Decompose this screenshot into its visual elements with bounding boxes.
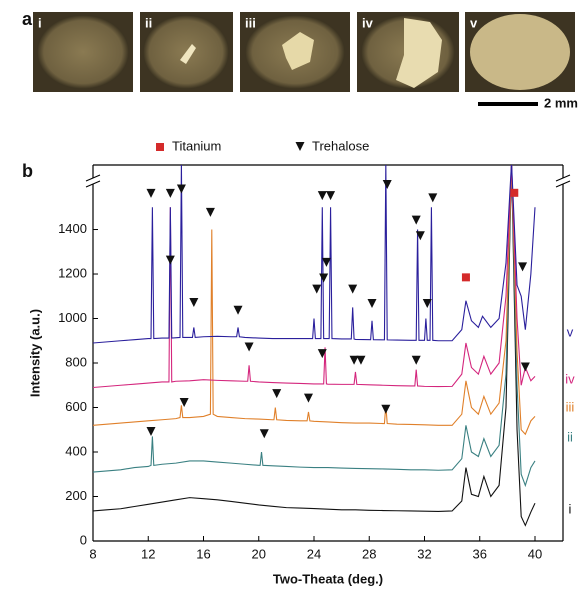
- trehalose-marker: [382, 180, 392, 190]
- trehalose-marker: [317, 191, 327, 201]
- trehalose-marker: [411, 355, 421, 365]
- trehalose-marker: [165, 188, 175, 198]
- y-tick-label: 1200: [58, 265, 87, 280]
- photo-label: v: [470, 15, 478, 30]
- x-tick-label: 36: [473, 546, 487, 561]
- trehalose-marker: [179, 398, 189, 408]
- x-tick-label: 28: [362, 546, 376, 561]
- legend-label: Titanium: [172, 138, 221, 153]
- legend-swatch: [295, 142, 305, 151]
- axis-break-gap: [557, 178, 569, 184]
- trehalose-marker: [428, 193, 438, 203]
- series-line: [93, 165, 536, 436]
- x-tick-label: 20: [252, 546, 266, 561]
- series-label: v: [567, 324, 574, 339]
- trehalose-marker: [272, 389, 282, 399]
- axis-break-gap: [87, 178, 99, 184]
- trehalose-marker: [326, 191, 336, 201]
- photos: i ii iii iv v: [33, 12, 575, 92]
- trehalose-marker: [367, 299, 377, 309]
- series-label: iii: [566, 399, 575, 414]
- series-line: [93, 165, 536, 488]
- scale-bar-label: 2 mm: [544, 95, 578, 110]
- trehalose-marker: [321, 257, 331, 267]
- trehalose-marker: [381, 404, 391, 414]
- x-tick-label: 16: [196, 546, 210, 561]
- photo-disc: [37, 15, 129, 89]
- y-tick-label: 0: [80, 532, 87, 547]
- crystal: [396, 18, 442, 88]
- y-tick-label: 1400: [58, 221, 87, 236]
- series-label: iv: [565, 371, 575, 386]
- titanium-marker: [461, 273, 470, 282]
- x-tick-label: 12: [141, 546, 155, 561]
- y-tick-label: 400: [65, 443, 87, 458]
- trehalose-marker: [312, 284, 322, 294]
- x-tick-label: 32: [417, 546, 431, 561]
- y-axis-label: Intensity (a.u.): [27, 309, 42, 397]
- x-axis-label: Two-Theata (deg.): [273, 571, 383, 586]
- trehalose-marker: [303, 393, 313, 403]
- trehalose-marker: [319, 273, 329, 283]
- x-tick-label: 40: [528, 546, 542, 561]
- trehalose-marker: [233, 305, 243, 315]
- trehalose-marker: [518, 262, 528, 272]
- axis-break: [555, 174, 571, 182]
- crystal: [282, 32, 314, 70]
- photo-label: i: [38, 15, 42, 30]
- trehalose-marker: [317, 349, 327, 359]
- trehalose-marker: [259, 429, 269, 439]
- axis-break: [85, 180, 101, 188]
- x-tick-label: 24: [307, 546, 321, 561]
- panel-label: a: [22, 9, 33, 29]
- trehalose-marker: [411, 215, 421, 225]
- trehalose-marker: [205, 207, 215, 217]
- trehalose-marker: [146, 426, 156, 436]
- chart: 8 12 16 20 24 28 32 36 4002004006008001000120014…: [27, 138, 575, 586]
- series-label: ii: [567, 429, 573, 444]
- y-tick-label: 1000: [58, 310, 87, 325]
- series-label: i: [569, 501, 572, 516]
- trehalose-marker: [422, 299, 432, 309]
- series-line: [93, 165, 536, 344]
- y-tick-label: 200: [65, 488, 87, 503]
- axis-break: [85, 174, 101, 182]
- series-line: [93, 165, 536, 389]
- panel-label: b: [22, 161, 33, 181]
- y-tick-label: 800: [65, 354, 87, 369]
- photo-label: iii: [245, 15, 256, 30]
- trehalose-marker: [415, 231, 425, 241]
- axis-break: [555, 180, 571, 188]
- series-line: [93, 165, 536, 527]
- trehalose-marker: [356, 355, 366, 365]
- x-tick-label: 8: [89, 546, 96, 561]
- trehalose-marker: [244, 342, 254, 352]
- trehalose-marker: [165, 255, 175, 265]
- photo-disc: [470, 14, 570, 90]
- legend-label: Trehalose: [312, 138, 369, 153]
- y-tick-label: 600: [65, 399, 87, 414]
- trehalose-marker: [146, 188, 156, 198]
- trehalose-marker: [176, 184, 186, 194]
- trehalose-marker: [348, 284, 358, 294]
- crystal: [180, 44, 196, 64]
- trehalose-marker: [189, 297, 199, 307]
- trehalose-marker: [349, 355, 359, 365]
- titanium-marker: [510, 188, 519, 197]
- photo-label: ii: [145, 15, 152, 30]
- photo-label: iv: [362, 15, 374, 30]
- trehalose-marker: [520, 362, 530, 372]
- legend-swatch: [156, 143, 164, 151]
- plot-area: [93, 165, 536, 527]
